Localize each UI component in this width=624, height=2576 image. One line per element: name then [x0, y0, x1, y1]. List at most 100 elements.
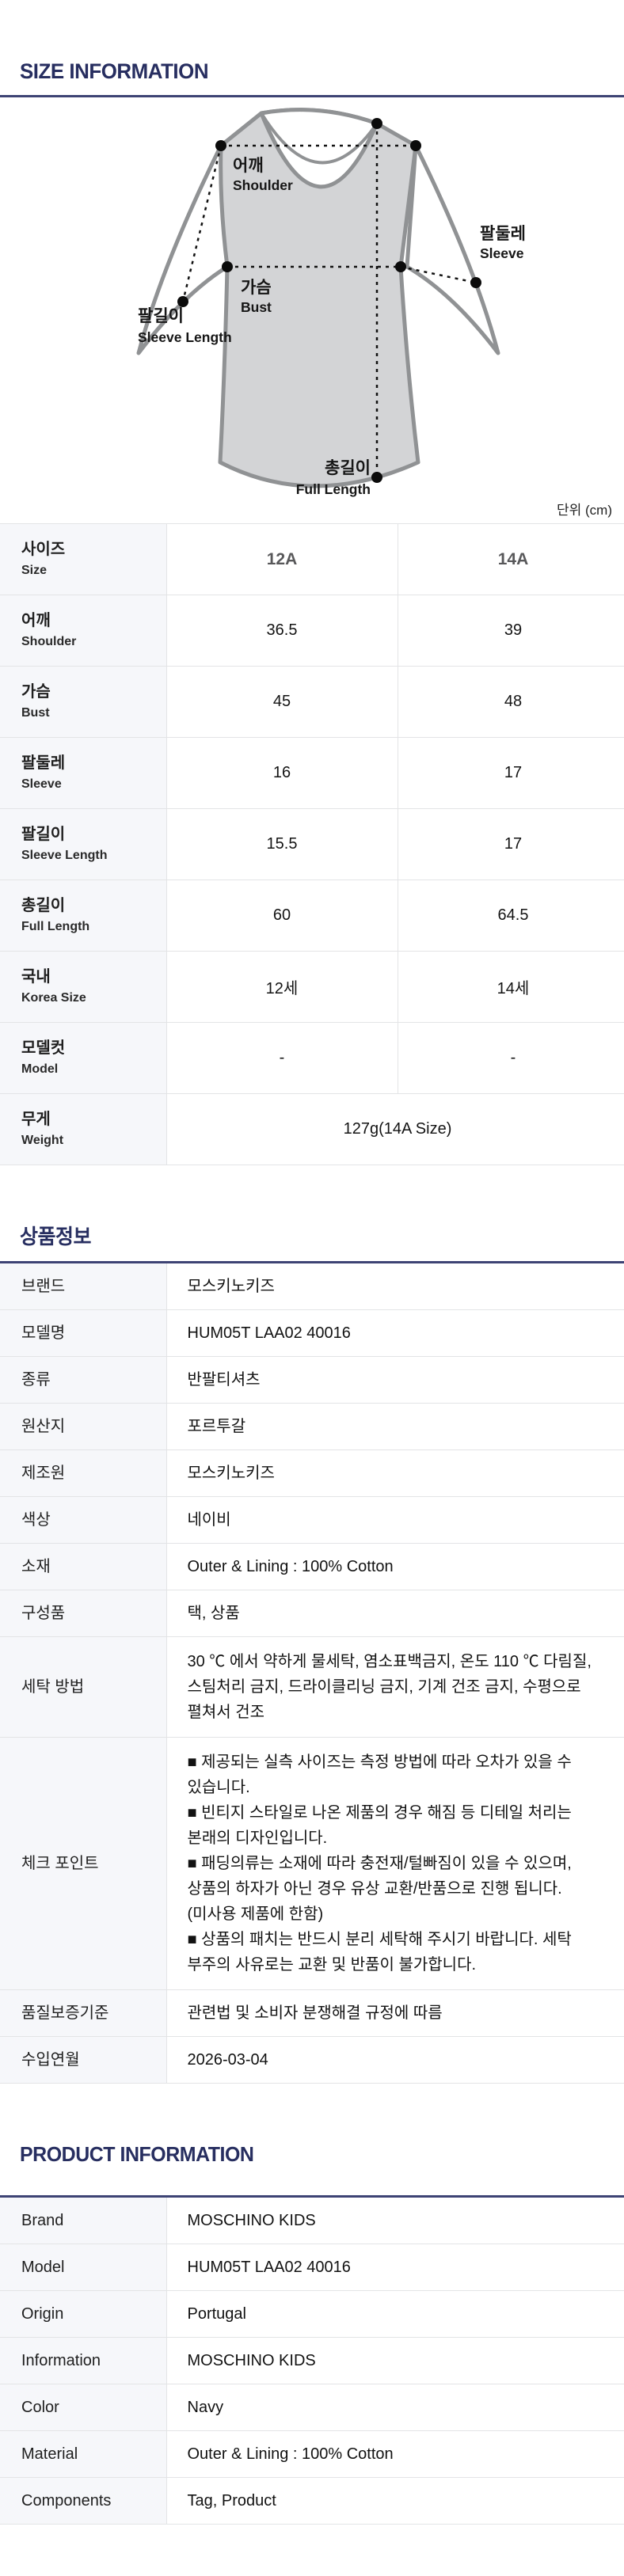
info-value: Navy — [166, 2384, 624, 2431]
measurement-value-12a: 36.5 — [166, 595, 398, 667]
info-label-cell: 구성품 — [0, 1590, 167, 1637]
info-label-cell: 세탁 방법 — [0, 1636, 167, 1738]
info-label: Components — [21, 2492, 112, 2510]
info-row: 색상 네이비 — [0, 1496, 624, 1544]
size-table-row: 팔길이 Sleeve Length 15.5 17 — [0, 808, 624, 880]
measurement-value-14a: 48 — [398, 666, 624, 738]
info-label-cell: 모델명 — [0, 1309, 167, 1357]
measurement-label-en: Korea Size — [21, 991, 86, 1005]
info-label-cell: 수입연월 — [0, 2036, 167, 2084]
size-column-14a: 14A — [398, 523, 624, 595]
measurement-label-cell: 어깨 Shoulder — [0, 595, 167, 667]
info-row: 체크 포인트 ■ 제공되는 실측 사이즈는 측정 방법에 따라 오차가 있을 수… — [0, 1737, 624, 1990]
info-label: 품질보증기준 — [21, 2004, 109, 2022]
spacer — [0, 1165, 624, 1221]
info-value: Outer & Lining : 100% Cotton — [166, 1543, 624, 1590]
size-label-ko: 사이즈 — [21, 541, 66, 558]
measurement-label-cell: 국내 Korea Size — [0, 951, 167, 1023]
measurement-label-cell: 팔길이 Sleeve Length — [0, 808, 167, 880]
info-row: 종류 반팔티셔츠 — [0, 1356, 624, 1404]
info-label-cell: 체크 포인트 — [0, 1737, 167, 1990]
info-label-cell: Model — [0, 2244, 167, 2291]
info-label-cell: Origin — [0, 2290, 167, 2338]
size-information-title: SIZE INFORMATION — [20, 59, 209, 83]
diagram-label-shoulder-en: Shoulder — [233, 177, 293, 193]
product-info-en-table: Brand MOSCHINO KIDS Model HUM05T LAA02 4… — [0, 2198, 624, 2525]
info-label-cell: 원산지 — [0, 1403, 167, 1450]
info-label: 종류 — [21, 1371, 51, 1389]
info-label-cell: 제조원 — [0, 1449, 167, 1497]
product-info-ko-divider — [0, 1261, 624, 1263]
info-row: Components Tag, Product — [0, 2477, 624, 2525]
measurement-label-cell: 모델컷 Model — [0, 1022, 167, 1094]
info-row: 소재 Outer & Lining : 100% Cotton — [0, 1543, 624, 1590]
size-table-row: 총길이 Full Length 60 64.5 — [0, 880, 624, 952]
measurement-label-ko: 팔길이 — [21, 826, 66, 843]
info-label: 세탁 방법 — [21, 1678, 85, 1696]
spacer — [0, 1250, 624, 1261]
info-label-cell: 품질보증기준 — [0, 1989, 167, 2037]
measurement-value-12a: 60 — [166, 880, 398, 952]
info-row: Color Navy — [0, 2384, 624, 2431]
measurement-label-ko: 국내 — [21, 968, 51, 986]
info-value: 네이비 — [166, 1496, 624, 1544]
measurement-value-14a: 14세 — [398, 951, 624, 1023]
info-label: 구성품 — [21, 1605, 66, 1622]
size-label-en: Size — [21, 564, 48, 577]
info-label: 모델명 — [21, 1324, 66, 1342]
info-row: 제조원 모스키노키즈 — [0, 1449, 624, 1497]
product-info-ko-table: 브랜드 모스키노키즈 모델명 HUM05T LAA02 40016 종류 반팔티… — [0, 1263, 624, 2084]
measurement-label-cell: 가슴 Bust — [0, 666, 167, 738]
info-row: 브랜드 모스키노키즈 — [0, 1263, 624, 1310]
size-table-header-row: 사이즈 Size 12A 14A — [0, 523, 624, 595]
info-label: 색상 — [21, 1511, 51, 1529]
size-table-header-label: 사이즈 Size — [0, 523, 167, 595]
info-value: HUM05T LAA02 40016 — [166, 1309, 624, 1357]
info-row: 모델명 HUM05T LAA02 40016 — [0, 1309, 624, 1357]
product-info-en-divider — [0, 2195, 624, 2198]
measurement-label-en: Model — [21, 1062, 59, 1076]
info-label: Information — [21, 2352, 101, 2369]
weight-label-ko: 무게 — [21, 1111, 51, 1128]
info-value: 모스키노키즈 — [166, 1263, 624, 1310]
measurement-value-14a: 17 — [398, 808, 624, 880]
measurement-value-14a: 39 — [398, 595, 624, 667]
measurement-label-en: Sleeve Length — [21, 849, 108, 862]
tshirt-diagram-svg: 어깨 Shoulder 팔둘레 Sleeve 가슴 Bust 팔길이 Sleev… — [136, 108, 526, 497]
unit-label: 단위 (cm) — [557, 503, 612, 518]
measurement-value-12a: - — [166, 1022, 398, 1094]
measurement-label-ko: 어깨 — [21, 612, 51, 629]
bottom-spacer — [0, 2525, 624, 2576]
spacer — [0, 2167, 624, 2195]
info-value: MOSCHINO KIDS — [166, 2198, 624, 2244]
diagram-label-shoulder-ko: 어깨 — [233, 157, 264, 175]
spacer — [0, 2084, 624, 2142]
info-label-cell: 색상 — [0, 1496, 167, 1544]
measurement-value-12a: 16 — [166, 737, 398, 809]
info-label-cell: 소재 — [0, 1543, 167, 1590]
measurement-label-en: Bust — [21, 706, 50, 720]
size-table-row: 어깨 Shoulder 36.5 39 — [0, 595, 624, 667]
spacer — [0, 84, 624, 95]
size-diagram: 어깨 Shoulder 팔둘레 Sleeve 가슴 Bust 팔길이 Sleev… — [114, 108, 557, 519]
info-value: ■ 제공되는 실측 사이즈는 측정 방법에 따라 오차가 있을 수 있습니다. … — [166, 1737, 624, 1990]
product-info-en-title: PRODUCT INFORMATION — [20, 2142, 254, 2166]
measurement-label-ko: 모델컷 — [21, 1039, 66, 1057]
info-row: Brand MOSCHINO KIDS — [0, 2198, 624, 2244]
info-row: Origin Portugal — [0, 2290, 624, 2338]
measurement-value-14a: - — [398, 1022, 624, 1094]
info-label: 제조원 — [21, 1465, 66, 1482]
diagram-label-full-length-en: Full Length — [296, 481, 371, 497]
diagram-label-sleeve-length-en: Sleeve Length — [138, 329, 232, 345]
info-value: 2026-03-04 — [166, 2036, 624, 2084]
info-label-cell: Material — [0, 2430, 167, 2478]
info-label: Brand — [21, 2212, 64, 2229]
info-row: Material Outer & Lining : 100% Cotton — [0, 2430, 624, 2478]
measurement-dots — [177, 118, 481, 483]
weight-row: 무게 Weight 127g(14A Size) — [0, 1093, 624, 1165]
info-row: 품질보증기준 관련법 및 소비자 분쟁해결 규정에 따름 — [0, 1989, 624, 2037]
info-row: 구성품 택, 상품 — [0, 1590, 624, 1637]
measurement-label-en: Full Length — [21, 920, 90, 933]
diagram-label-bust-en: Bust — [241, 299, 272, 315]
measurement-lines — [181, 123, 477, 477]
